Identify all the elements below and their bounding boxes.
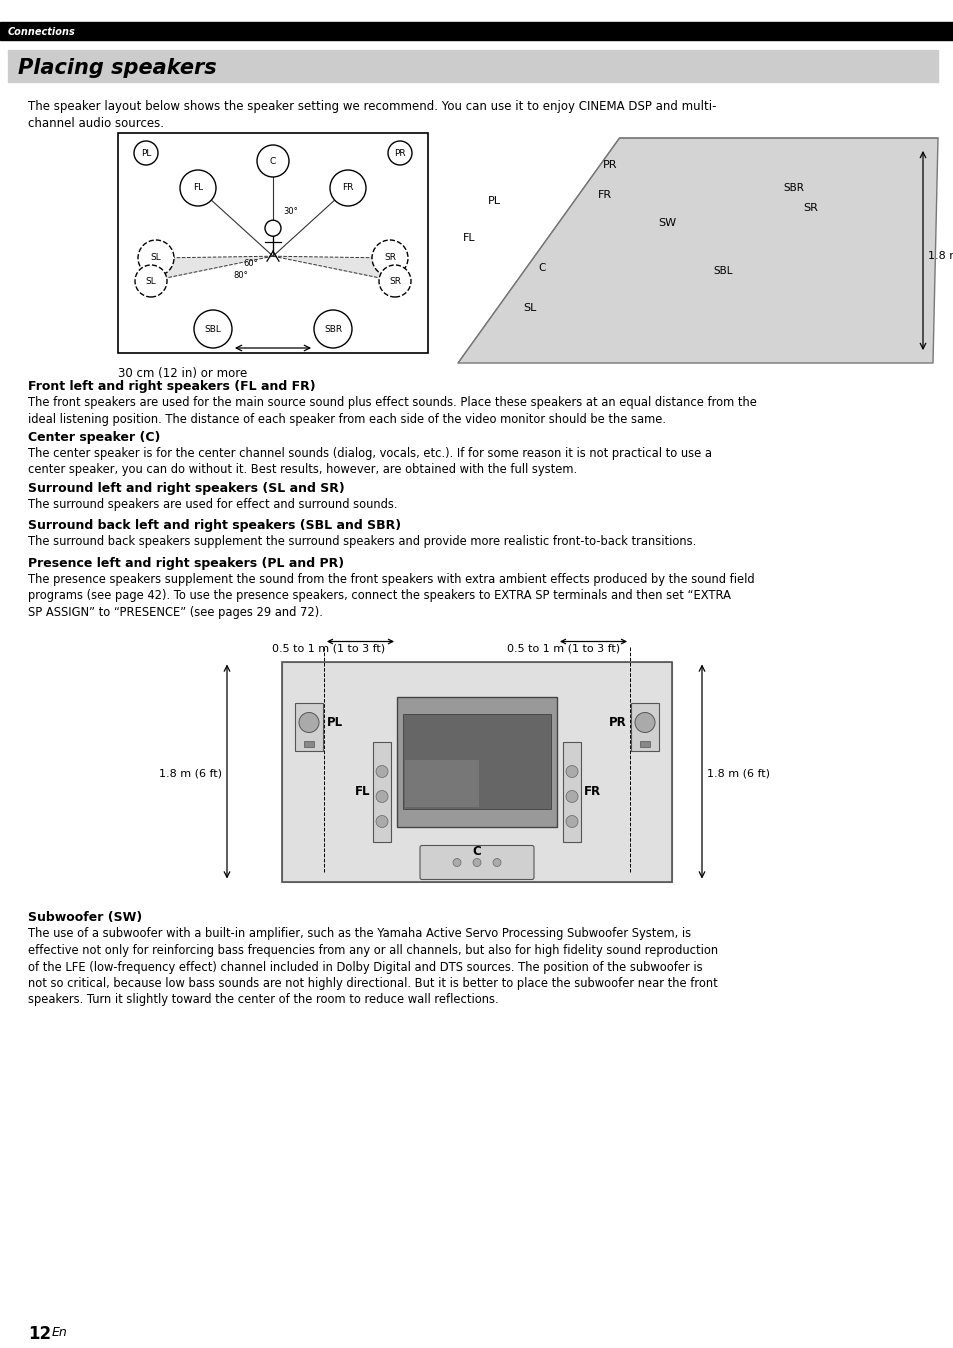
Bar	[118, 133, 428, 353]
Circle shape	[138, 240, 173, 276]
Circle shape	[372, 240, 408, 276]
Text: FR: FR	[342, 183, 354, 193]
Circle shape	[453, 859, 460, 867]
Text: 0.5 to 1 m (1 to 3 ft): 0.5 to 1 m (1 to 3 ft)	[506, 643, 619, 654]
Circle shape	[314, 310, 352, 348]
Circle shape	[375, 766, 388, 778]
Text: C: C	[472, 845, 481, 857]
Text: SR: SR	[384, 253, 395, 263]
Polygon shape	[457, 137, 937, 363]
Bar	[282, 662, 671, 882]
Text: FL: FL	[193, 183, 203, 193]
Text: 1.8 m (6 ft): 1.8 m (6 ft)	[706, 768, 769, 778]
Text: PL: PL	[327, 716, 343, 729]
Circle shape	[635, 713, 655, 732]
Text: The surround speakers are used for effect and surround sounds.: The surround speakers are used for effec…	[28, 497, 397, 511]
Circle shape	[388, 142, 412, 164]
Text: The center speaker is for the center channel sounds (dialog, vocals, etc.). If f: The center speaker is for the center cha…	[28, 448, 711, 476]
Text: Placing speakers: Placing speakers	[18, 58, 216, 78]
Bar	[8, 50, 937, 82]
Bar	[304, 740, 314, 747]
Text: SBL: SBL	[204, 325, 221, 333]
Text: PR: PR	[609, 716, 626, 729]
Text: 1.8 m (6 ft): 1.8 m (6 ft)	[159, 768, 222, 778]
Text: 80°: 80°	[233, 271, 248, 280]
Text: The surround back speakers supplement the surround speakers and provide more rea: The surround back speakers supplement th…	[28, 535, 696, 549]
Text: FL: FL	[462, 233, 476, 243]
Circle shape	[298, 713, 318, 732]
Bar	[0, 22, 953, 40]
Text: FL: FL	[355, 785, 370, 798]
Bar	[373, 741, 391, 841]
Circle shape	[493, 859, 500, 867]
Circle shape	[180, 170, 215, 206]
Text: C: C	[270, 156, 275, 166]
Text: The use of a subwoofer with a built-in amplifier, such as the Yamaha Active Serv: The use of a subwoofer with a built-in a…	[28, 927, 718, 1007]
Text: Surround back left and right speakers (SBL and SBR): Surround back left and right speakers (S…	[28, 519, 400, 532]
Text: 12: 12	[28, 1325, 51, 1343]
Circle shape	[193, 310, 232, 348]
Text: 1.8 m (6 ft): 1.8 m (6 ft)	[927, 249, 953, 260]
Text: 30 cm (12 in) or more: 30 cm (12 in) or more	[118, 367, 247, 380]
Text: FR: FR	[598, 190, 612, 200]
Text: SL: SL	[146, 276, 156, 286]
Text: Connections: Connections	[8, 27, 75, 36]
Circle shape	[375, 790, 388, 802]
Text: PL: PL	[488, 195, 500, 206]
Text: PR: PR	[394, 148, 405, 158]
Text: SBR: SBR	[324, 325, 342, 333]
Bar	[639, 740, 649, 747]
Circle shape	[265, 220, 281, 236]
Circle shape	[330, 170, 366, 206]
Circle shape	[135, 266, 167, 297]
Bar	[294, 702, 323, 751]
Polygon shape	[156, 256, 273, 280]
Bar	[402, 713, 551, 809]
Text: PL: PL	[141, 148, 151, 158]
Circle shape	[565, 790, 578, 802]
Text: 30°: 30°	[283, 208, 297, 216]
Text: SR: SR	[389, 276, 400, 286]
Circle shape	[378, 266, 411, 297]
Text: SW: SW	[658, 218, 676, 228]
Circle shape	[133, 142, 158, 164]
Text: Subwoofer (SW): Subwoofer (SW)	[28, 911, 142, 925]
Text: C: C	[537, 263, 545, 274]
Text: SR: SR	[802, 204, 817, 213]
Text: 0.5 to 1 m (1 to 3 ft): 0.5 to 1 m (1 to 3 ft)	[272, 643, 385, 654]
Text: Presence left and right speakers (PL and PR): Presence left and right speakers (PL and…	[28, 557, 344, 570]
Text: The presence speakers supplement the sound from the front speakers with extra am: The presence speakers supplement the sou…	[28, 573, 754, 619]
Circle shape	[565, 816, 578, 828]
Text: SL: SL	[522, 303, 536, 313]
Text: SBR: SBR	[782, 183, 803, 193]
Bar	[396, 697, 557, 826]
Bar	[405, 759, 478, 806]
Bar	[630, 702, 659, 751]
Text: SL: SL	[151, 253, 161, 263]
Text: SBL: SBL	[712, 266, 732, 276]
Circle shape	[256, 146, 289, 177]
Circle shape	[375, 816, 388, 828]
Bar	[562, 741, 580, 841]
Text: PR: PR	[602, 160, 617, 170]
FancyBboxPatch shape	[419, 845, 534, 879]
Polygon shape	[273, 256, 390, 280]
Bar	[282, 662, 671, 882]
Text: Surround left and right speakers (SL and SR): Surround left and right speakers (SL and…	[28, 483, 344, 495]
Text: FR: FR	[583, 785, 600, 798]
Circle shape	[565, 766, 578, 778]
Text: Center speaker (C): Center speaker (C)	[28, 431, 160, 443]
Text: En: En	[52, 1326, 68, 1339]
Text: The speaker layout below shows the speaker setting we recommend. You can use it : The speaker layout below shows the speak…	[28, 100, 716, 129]
Text: The front speakers are used for the main source sound plus effect sounds. Place : The front speakers are used for the main…	[28, 396, 756, 426]
Text: Front left and right speakers (FL and FR): Front left and right speakers (FL and FR…	[28, 380, 315, 394]
Text: 60°: 60°	[243, 259, 257, 268]
Circle shape	[473, 859, 480, 867]
